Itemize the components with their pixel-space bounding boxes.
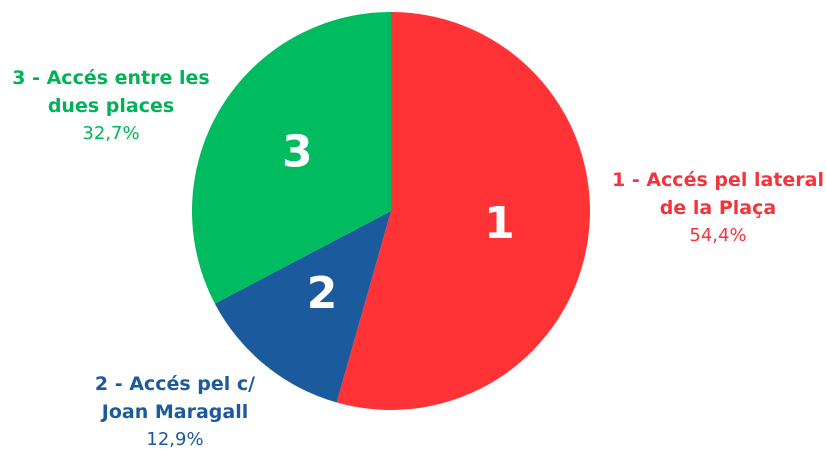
category-label: 1 - Accés pel lateral de la Plaça [612, 169, 824, 219]
pie-slice [192, 12, 391, 304]
slice-label: 1 - Accés pel lateral de la Plaça 54,4% [600, 166, 826, 250]
slice-label: 3 - Accés entre les dues places 32,7% [0, 64, 222, 148]
pie-slice [214, 211, 391, 403]
slice-number: 3 [282, 126, 313, 177]
value-label: 54,4% [689, 225, 747, 246]
value-label: 32,7% [82, 123, 140, 144]
value-label: 12,9% [146, 429, 204, 450]
slice-number: 1 [484, 198, 515, 249]
slice-label: 2 - Accés pel c/ Joan Maragall 12,9% [75, 370, 275, 454]
slice-number: 2 [307, 268, 338, 319]
pie-slice [336, 11, 591, 411]
category-label: 2 - Accés pel c/ Joan Maragall [94, 373, 256, 423]
category-label: 3 - Accés entre les dues places [12, 67, 210, 117]
